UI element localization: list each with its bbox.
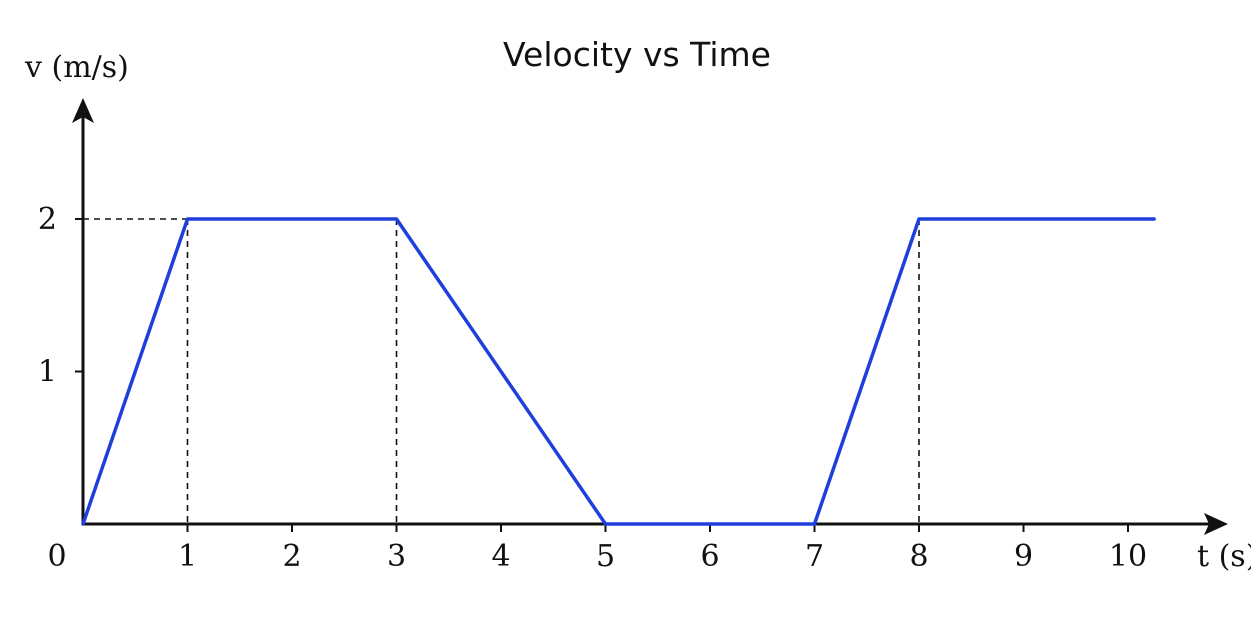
series-point bbox=[1152, 217, 1156, 221]
x-axis-label: t (s) bbox=[1197, 539, 1251, 574]
x-axis-arrowhead bbox=[1204, 513, 1228, 535]
x-tick-label: 9 bbox=[1014, 539, 1033, 574]
x-tick-label: 3 bbox=[387, 539, 406, 574]
x-tick-label: 4 bbox=[491, 539, 510, 574]
x-tick-label: 7 bbox=[805, 539, 824, 574]
series-point bbox=[917, 217, 921, 221]
series-point bbox=[604, 522, 607, 526]
series-point bbox=[186, 217, 189, 221]
tick-labels: 1 2 3 4 5 6 7 8 9 10 1 2 bbox=[38, 202, 1147, 574]
x-tick-label: 8 bbox=[909, 539, 928, 574]
origin-label: 0 bbox=[47, 539, 66, 574]
series-line bbox=[81, 217, 1156, 526]
y-tick-label: 1 bbox=[38, 355, 57, 390]
x-tick-label: 2 bbox=[282, 539, 301, 574]
y-tick-label: 2 bbox=[38, 202, 57, 237]
x-tick-label: 1 bbox=[178, 539, 197, 574]
series-point bbox=[395, 217, 398, 221]
x-tick-label: 10 bbox=[1109, 539, 1147, 574]
chart-title: Velocity vs Time bbox=[503, 35, 771, 74]
series-point bbox=[81, 522, 85, 526]
y-axis-arrowhead bbox=[72, 98, 94, 123]
guide-lines bbox=[83, 218, 920, 524]
y-axis-label: v (m/s) bbox=[24, 50, 129, 85]
x-tick-label: 6 bbox=[700, 539, 719, 574]
axes bbox=[72, 98, 1228, 535]
x-tick-label: 5 bbox=[596, 539, 615, 574]
series-group bbox=[81, 217, 1156, 526]
series-point bbox=[813, 522, 816, 526]
